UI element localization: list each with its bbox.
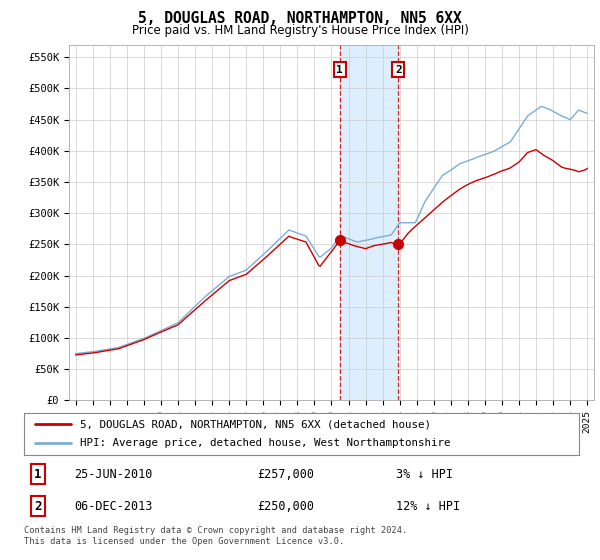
Text: 1: 1 (34, 468, 41, 480)
Text: 2: 2 (395, 65, 401, 74)
Text: HPI: Average price, detached house, West Northamptonshire: HPI: Average price, detached house, West… (79, 438, 450, 448)
Text: £257,000: £257,000 (257, 468, 314, 480)
Text: Price paid vs. HM Land Registry's House Price Index (HPI): Price paid vs. HM Land Registry's House … (131, 24, 469, 36)
Text: 5, DOUGLAS ROAD, NORTHAMPTON, NN5 6XX (detached house): 5, DOUGLAS ROAD, NORTHAMPTON, NN5 6XX (d… (79, 419, 431, 430)
Text: 3% ↓ HPI: 3% ↓ HPI (396, 468, 453, 480)
Text: 06-DEC-2013: 06-DEC-2013 (74, 500, 152, 513)
Text: 12% ↓ HPI: 12% ↓ HPI (396, 500, 460, 513)
Text: Contains HM Land Registry data © Crown copyright and database right 2024.
This d: Contains HM Land Registry data © Crown c… (24, 526, 407, 546)
Text: 2: 2 (34, 500, 41, 513)
Text: 1: 1 (337, 65, 343, 74)
Bar (340, 45, 398, 400)
Text: £250,000: £250,000 (257, 500, 314, 513)
Text: 25-JUN-2010: 25-JUN-2010 (74, 468, 152, 480)
Text: 5, DOUGLAS ROAD, NORTHAMPTON, NN5 6XX: 5, DOUGLAS ROAD, NORTHAMPTON, NN5 6XX (138, 11, 462, 26)
